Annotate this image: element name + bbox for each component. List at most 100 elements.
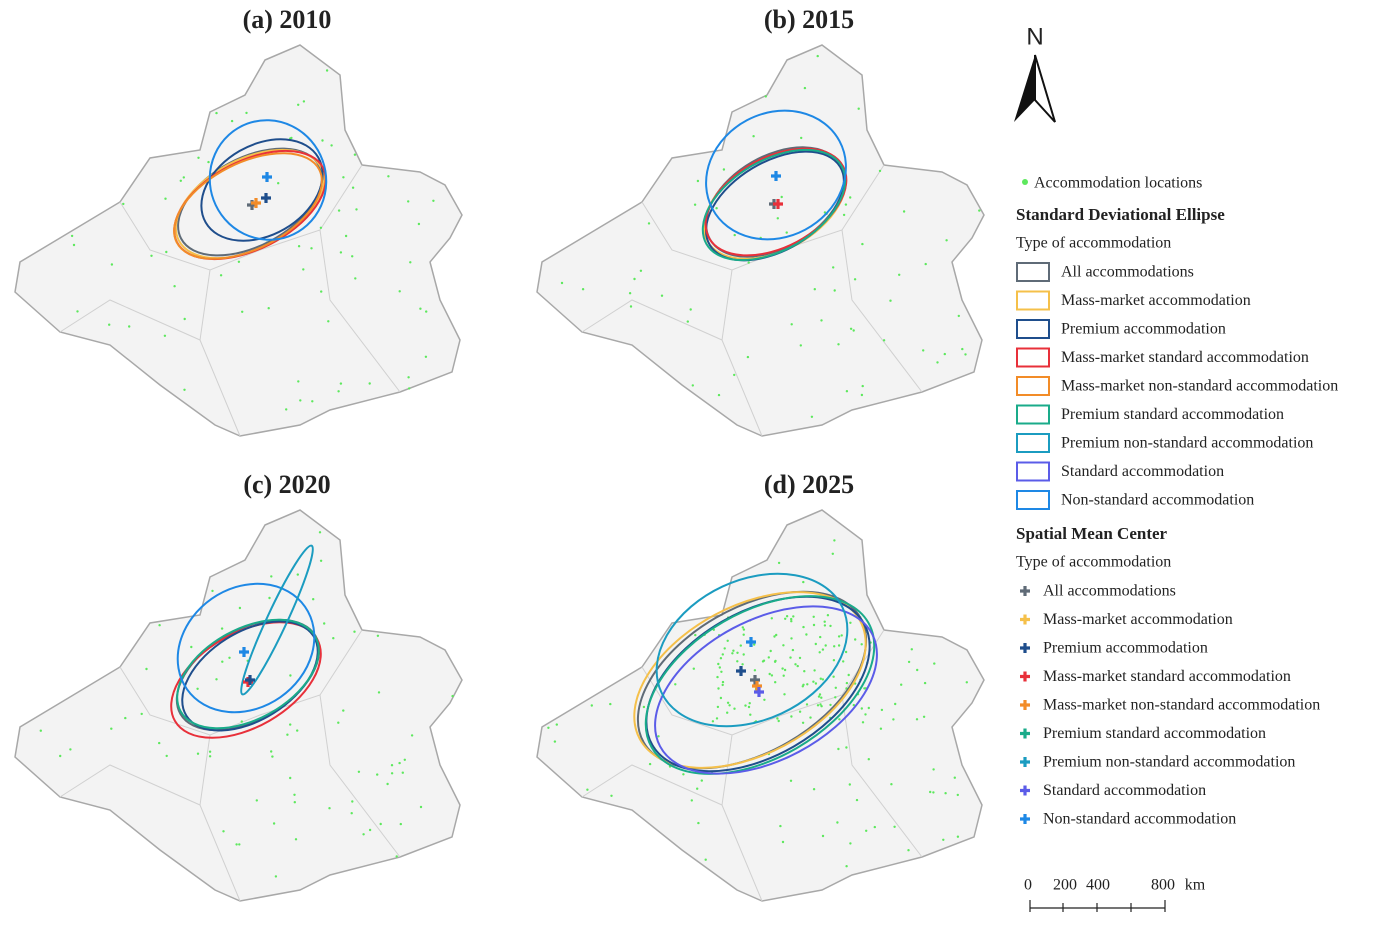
accommodation-point (812, 615, 815, 618)
accommodation-point (819, 677, 822, 680)
accommodation-point (796, 664, 799, 668)
accommodation-point (798, 710, 802, 713)
deviational-ellipse (704, 147, 848, 257)
accommodation-point (763, 698, 766, 701)
accommodation-point (823, 624, 827, 627)
accommodation-point (417, 222, 421, 226)
accommodation-point (802, 580, 805, 584)
accommodation-point (410, 734, 414, 737)
accommodation-point (318, 531, 322, 534)
point-symbol (1022, 179, 1028, 185)
accommodation-point (674, 683, 677, 686)
accommodation-point (832, 659, 836, 662)
accommodation-point (878, 169, 882, 173)
accommodation-point (816, 54, 819, 58)
accommodation-point (692, 667, 695, 670)
accommodation-point (890, 783, 893, 786)
accommodation-point (933, 662, 936, 665)
accommodation-point (812, 788, 816, 791)
accommodation-point (717, 393, 721, 397)
panel-title: (a) 2010 (243, 5, 332, 34)
accommodation-point (648, 762, 652, 766)
accommodation-point (842, 660, 845, 663)
accommodation-point (845, 681, 849, 685)
accommodation-point (823, 211, 827, 214)
accommodation-point (785, 615, 789, 618)
accommodation-point (853, 278, 857, 281)
center-symbol (1020, 728, 1030, 739)
accommodation-point (773, 660, 777, 663)
accommodation-point (784, 617, 787, 620)
accommodation-point (290, 136, 293, 140)
legend-label: Premium non-standard accommodation (1061, 435, 1313, 452)
accommodation-point (781, 667, 784, 670)
accommodation-point (936, 361, 939, 364)
accommodation-point (219, 274, 223, 277)
accommodation-point (339, 251, 343, 254)
accommodation-point (924, 262, 927, 266)
accommodation-point (831, 552, 834, 555)
accommodation-point (791, 648, 795, 652)
accommodation-point (794, 663, 797, 666)
accommodation-point (408, 387, 411, 390)
center-symbol (1020, 614, 1030, 625)
accommodation-point (785, 231, 788, 234)
accommodation-point (769, 649, 772, 653)
ellipse-symbol (1016, 290, 1050, 311)
ellipse-symbol (1016, 262, 1050, 282)
accommodation-point (770, 617, 773, 620)
deviational-ellipse (240, 544, 314, 696)
accommodation-point (915, 718, 919, 721)
accommodation-point (196, 687, 199, 690)
scale-label: km (1185, 877, 1206, 894)
accommodation-point (425, 310, 428, 313)
accommodation-point (342, 709, 345, 712)
accommodation-point (746, 355, 750, 359)
accommodation-point (299, 399, 302, 402)
accommodation-point (387, 175, 390, 178)
accommodation-point (722, 168, 726, 171)
accommodation-point (76, 310, 79, 313)
accommodation-point (882, 339, 886, 342)
accommodation-point (401, 771, 404, 774)
accommodation-point (845, 390, 849, 393)
legend-subheading: Type of accommodation (1016, 235, 1171, 252)
accommodation-point (179, 179, 182, 182)
center-symbol (1020, 643, 1030, 653)
accommodation-point (770, 674, 774, 677)
map-panel: (c) 2020 (14, 470, 463, 902)
accommodation-point (834, 696, 837, 699)
accommodation-point (818, 651, 821, 654)
accommodation-point (736, 660, 739, 663)
accommodation-point (718, 666, 721, 669)
accommodation-point (789, 779, 793, 782)
accommodation-point (847, 673, 850, 677)
accommodation-point (700, 779, 703, 782)
accommodation-point (832, 675, 835, 678)
accommodation-point (782, 674, 785, 677)
ellipse-symbol (1016, 319, 1050, 339)
accommodation-point (311, 400, 314, 403)
accommodation-point (694, 633, 697, 637)
accommodation-point (726, 711, 729, 714)
north-arrow (1014, 55, 1035, 122)
accommodation-point (732, 649, 735, 652)
accommodation-point (555, 723, 558, 726)
deviational-ellipse (176, 582, 316, 714)
accommodation-point (270, 575, 273, 578)
accommodation-point (799, 344, 802, 347)
accommodation-point (817, 695, 821, 698)
ellipse-symbol (1016, 347, 1050, 368)
accommodation-point (553, 740, 557, 743)
scale-label: 200 (1053, 877, 1077, 894)
accommodation-point (221, 660, 224, 663)
accommodation-point (208, 750, 212, 753)
legend-label: Mass-market accommodation (1043, 611, 1233, 628)
accommodation-point (790, 617, 793, 621)
accommodation-point (720, 670, 723, 673)
legend-label: Mass-market accommodation (1061, 292, 1251, 309)
accommodation-point (944, 792, 947, 795)
mean-center (245, 675, 255, 685)
accommodation-point (923, 681, 927, 685)
accommodation-point (852, 329, 855, 332)
